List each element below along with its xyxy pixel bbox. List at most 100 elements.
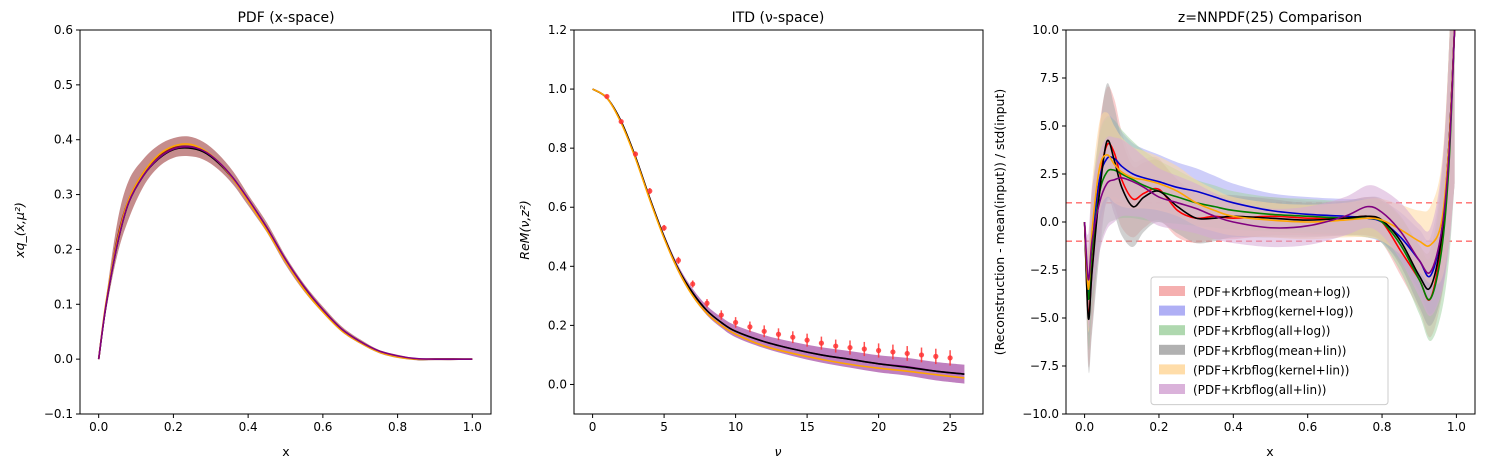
pdf-y-tick-label: 0.6	[54, 23, 73, 37]
pdf-panel: PDF (x-space) x xq_(x,μ²) 0.0 0.2 0.4 0.6 0.…	[12, 10, 492, 459]
pdf-y-tick-label: 0.4	[54, 133, 73, 147]
itd-y-tick-label: 0.0	[548, 377, 567, 391]
itd-plot-area	[592, 88, 965, 384]
itd-x-tick-label: 25	[942, 420, 957, 434]
legend: (PDF+Krbflog(mean+log)) (PDF+Krbflog(kern…	[1150, 276, 1389, 406]
itd-x-tick-label: 20	[871, 420, 886, 434]
itd-data-point	[904, 350, 910, 357]
itd-data-point	[847, 344, 853, 351]
comparison-series-line	[1083, 30, 1456, 301]
itd-data-point	[933, 353, 939, 359]
comparison-y-tick-label: 2.5	[1040, 167, 1059, 181]
comparison-xlabel: x	[1266, 444, 1273, 459]
itd-y-tick-label: 0.6	[548, 200, 567, 214]
legend-swatch	[1159, 344, 1185, 355]
itd-ylabel: ReM(ν,z²)	[517, 200, 532, 259]
comparison-title: z=NNPDF(25) Comparison	[1178, 10, 1362, 26]
itd-y-tick-label: 0.2	[548, 318, 567, 332]
itd-panel: ITD (ν-space) ν ReM(ν,z²) 0 5 10 15 20 25 0.0 0…	[517, 10, 984, 459]
pdf-y-tick-label: 0.0	[54, 352, 73, 366]
pdf-ylabel: xq_(x,μ²)	[12, 202, 27, 259]
pdf-y-tick-label: 0.2	[54, 242, 73, 256]
itd-data-point	[704, 300, 710, 306]
pdf-x-tick-label: 0.4	[239, 420, 258, 434]
itd-data-point	[918, 352, 925, 358]
itd-x-tick-label: 15	[799, 420, 814, 434]
comparison-ylabel: (Reconstruction - mean(input)) / std(inp…	[992, 89, 1007, 356]
pdf-axes-frame	[79, 29, 492, 415]
legend-label: (PDF+Krbflog(all+log))	[1193, 324, 1330, 338]
comparison-y-tick-label: 10.0	[1032, 23, 1059, 37]
legend-label: (PDF+Krbflog(kernel+log))	[1193, 305, 1353, 319]
comparison-x-tick-label: 1.0	[1447, 420, 1466, 434]
itd-x-tick-label: 10	[728, 420, 743, 434]
comparison-x-tick-label: 0.0	[1075, 420, 1094, 434]
itd-data-point	[775, 331, 782, 337]
comparison-panel: z=NNPDF(25) Comparison x (Reconstruction…	[992, 10, 1476, 459]
itd-data-point	[661, 225, 667, 231]
pdf-series-band	[98, 136, 473, 361]
pdf-series-line	[97, 145, 473, 361]
itd-data-point	[690, 281, 696, 287]
pdf-x-tick-label: 1.0	[463, 420, 482, 434]
comparison-y-tick-label: −7.5	[1030, 359, 1059, 373]
itd-data-point	[732, 319, 739, 326]
itd-data-point	[675, 257, 681, 263]
comparison-y-tick-label: −5.0	[1030, 311, 1059, 325]
comparison-y-tick-label: 0.0	[1040, 215, 1059, 229]
itd-series-line	[592, 88, 965, 379]
itd-data-point	[718, 312, 724, 318]
pdf-plot-area	[97, 136, 473, 361]
comparison-y-tick-label: −2.5	[1030, 263, 1059, 277]
comparison-series-line	[1083, 30, 1456, 321]
itd-data-point	[747, 324, 753, 330]
comparison-x-tick-label: 0.6	[1298, 420, 1317, 434]
itd-data-point	[818, 340, 825, 346]
pdf-x-tick-label: 0.8	[388, 420, 407, 434]
itd-y-tick-label: 0.4	[548, 259, 567, 273]
itd-data-point	[861, 346, 867, 352]
itd-axes-frame	[573, 29, 984, 415]
pdf-x-tick-label: 0.0	[89, 420, 108, 434]
pdf-x-tick-label: 0.2	[164, 420, 183, 434]
itd-x-tick-label: 0	[589, 420, 597, 434]
pdf-y-tick-label: 0.5	[54, 78, 73, 92]
pdf-title: PDF (x-space)	[237, 10, 334, 26]
legend-swatch	[1159, 384, 1185, 394]
comparison-y-tick-label: −10.0	[1022, 407, 1059, 421]
pdf-series-line	[97, 145, 473, 360]
itd-xlabel: ν	[775, 444, 782, 459]
pdf-xlabel: x	[282, 444, 289, 459]
comparison-y-tick-label: 5.0	[1040, 119, 1059, 133]
itd-y-tick-label: 0.8	[548, 141, 567, 155]
itd-data-point	[790, 334, 796, 340]
pdf-y-tick-label: 0.3	[54, 188, 73, 202]
comparison-y-tick-label: 7.5	[1040, 71, 1059, 85]
legend-label: (PDF+Krbflog(mean+lin))	[1193, 344, 1346, 358]
itd-data-point	[876, 347, 882, 354]
comparison-x-tick-label: 0.8	[1372, 420, 1391, 434]
itd-data-point	[890, 349, 896, 355]
itd-data-point	[804, 337, 810, 343]
itd-y-tick-label: 1.2	[548, 23, 567, 37]
legend-label: (PDF+Krbflog(kernel+lin))	[1193, 363, 1349, 377]
pdf-x-tick-label: 0.6	[313, 420, 332, 434]
itd-data-point	[947, 355, 953, 361]
pdf-series-line	[97, 146, 473, 361]
itd-title: ITD (ν-space)	[732, 10, 825, 26]
legend-label: (PDF+Krbflog(mean+log))	[1193, 285, 1350, 299]
legend-swatch	[1159, 364, 1185, 375]
legend-box	[1150, 276, 1389, 406]
itd-data-point	[604, 93, 610, 100]
itd-data-point	[618, 118, 624, 125]
itd-data-point	[647, 188, 653, 194]
comparison-series-line	[1083, 30, 1456, 281]
comparison-x-tick-label: 0.4	[1224, 420, 1243, 434]
legend-swatch	[1159, 305, 1185, 316]
pdf-y-tick-label: −0.1	[44, 407, 73, 421]
comparison-series-band	[1084, 30, 1455, 374]
itd-x-tick-label: 5	[660, 420, 668, 434]
comparison-series-line	[1083, 30, 1456, 291]
comparison-series-band	[1084, 30, 1455, 329]
itd-y-tick-label: 1.0	[548, 82, 567, 96]
